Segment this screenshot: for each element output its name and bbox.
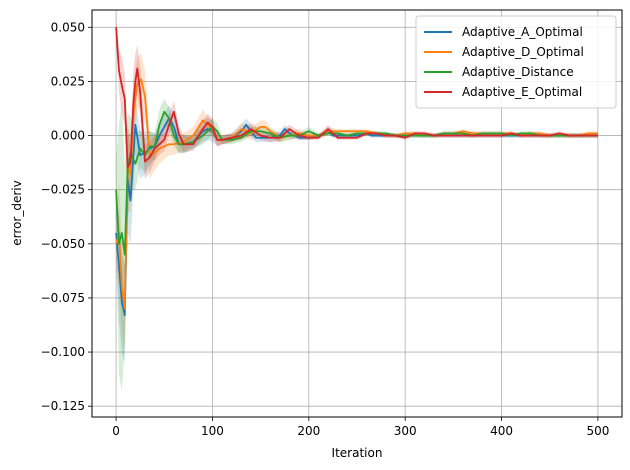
y-tick-label: −0.025 <box>41 183 85 197</box>
y-tick-label: 0.050 <box>51 20 85 34</box>
x-tick-label: 200 <box>297 424 320 438</box>
y-tick-label: −0.050 <box>41 237 85 251</box>
series-line-adaptive-distance <box>115 110 598 256</box>
x-axis-ticks: 0 100 200 300 400 500 <box>112 417 609 438</box>
y-axis-ticks: −0.125 −0.100 −0.075 −0.050 −0.025 0.000 0.025… <box>41 20 92 413</box>
x-tick-label: 400 <box>490 424 513 438</box>
legend-label-adaptive-e-optimal: Adaptive_E_Optimal <box>462 85 582 99</box>
y-tick-label: 0.000 <box>51 129 85 143</box>
band-adaptive-d-optimal <box>116 53 598 353</box>
y-tick-label: −0.100 <box>41 345 85 359</box>
series-lines <box>115 27 598 317</box>
confidence-bands <box>116 16 598 392</box>
y-axis-label: error_deriv <box>10 180 24 245</box>
y-tick-label: −0.075 <box>41 291 85 305</box>
x-axis-label: Iteration <box>332 446 383 460</box>
x-tick-label: 300 <box>394 424 417 438</box>
legend-label-adaptive-d-optimal: Adaptive_D_Optimal <box>462 45 584 59</box>
grid-lines <box>92 10 622 417</box>
x-tick-label: 0 <box>112 424 120 438</box>
y-tick-label: 0.025 <box>51 74 85 88</box>
legend: Adaptive_A_Optimal Adaptive_D_Optimal Adap… <box>415 15 617 109</box>
series-line-adaptive-e-optimal <box>115 27 598 169</box>
x-tick-label: 100 <box>201 424 224 438</box>
legend-label-adaptive-a-optimal: Adaptive_A_Optimal <box>462 25 583 39</box>
legend-box <box>415 15 617 109</box>
y-tick-label: −0.125 <box>41 399 85 413</box>
plot-frame <box>91 9 623 418</box>
legend-label-adaptive-distance: Adaptive_Distance <box>462 65 574 79</box>
band-adaptive-a-optimal <box>116 96 598 363</box>
x-tick-label: 500 <box>586 424 609 438</box>
